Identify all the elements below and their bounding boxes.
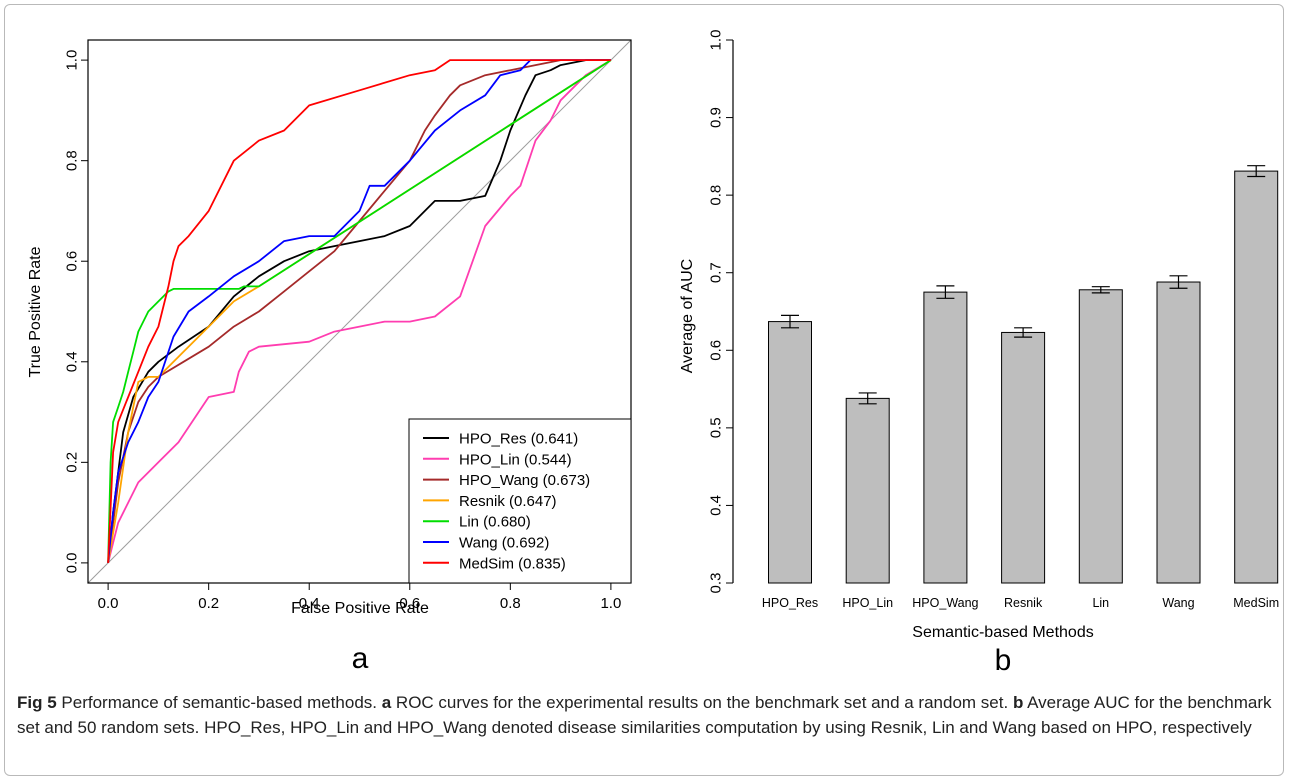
bar-x-tick-label: MedSim xyxy=(1233,596,1279,610)
bar-y-tick-label: 1.0 xyxy=(708,30,725,51)
roc-x-tick-label: 1.0 xyxy=(600,595,621,612)
roc-legend-label: HPO_Lin (0.544) xyxy=(459,451,572,468)
bar-hpo-res xyxy=(768,321,812,584)
roc-x-axis-label: False Positive Rate xyxy=(291,600,429,617)
roc-y-tick-label: 0.4 xyxy=(64,351,81,372)
bar-resnik xyxy=(1001,331,1046,584)
bar-y-tick-label: 0.9 xyxy=(708,107,725,128)
caption-label-a: a xyxy=(381,693,392,712)
roc-legend-label: Resnik (0.647) xyxy=(459,493,557,510)
bar-lin xyxy=(1078,289,1123,584)
roc-legend-label: HPO_Wang (0.673) xyxy=(459,472,590,489)
roc-legend-label: MedSim (0.835) xyxy=(459,555,566,572)
roc-curve-hpo-res xyxy=(107,59,611,563)
bar-y-axis-label: Average of AUC xyxy=(679,259,696,373)
panel-label-a: a xyxy=(352,642,369,675)
bar-hpo-wang xyxy=(923,291,968,584)
roc-y-tick-label: 0.2 xyxy=(64,452,81,473)
bar-x-tick-label: Lin xyxy=(1092,596,1109,610)
panel-label-b: b xyxy=(995,644,1012,677)
bar-medsim xyxy=(1234,170,1279,584)
bar-y-tick-label: 0.3 xyxy=(708,573,725,594)
bar-y-tick-label: 0.6 xyxy=(708,340,725,361)
caption-fig-label: Fig 5 xyxy=(17,693,57,712)
roc-legend: HPO_Res (0.641) HPO_Lin (0.544) HPO_Wang (… xyxy=(408,418,632,584)
figure-caption: Fig 5 Performance of semantic-based meth… xyxy=(17,690,1272,740)
roc-x-tick-label: 0.8 xyxy=(500,595,521,612)
caption-intro: Performance of semantic-based methods. xyxy=(56,693,382,712)
roc-diagonal-line xyxy=(88,40,631,583)
roc-y-axis-label: True Positive Rate xyxy=(27,246,44,377)
bar-x-tick-label: Wang xyxy=(1162,596,1194,610)
roc-plot-box xyxy=(87,39,632,584)
caption-text-a: ROC curves for the experimental results … xyxy=(391,693,1013,712)
roc-curve-medsim xyxy=(107,59,611,563)
auc-bar-panel: 0.3 0.4 0.5 0.6 0.7 0.8 0.9 1.0 HPO_Res HPO_Lin H… xyxy=(679,30,1279,677)
roc-curve-hpo-lin xyxy=(107,59,612,564)
bar-x-axis-label: Semantic-based Methods xyxy=(912,624,1093,641)
figure-frame xyxy=(4,4,1284,776)
roc-x-tick-label: 0.6 xyxy=(399,595,420,612)
roc-legend-label: Lin (0.680) xyxy=(459,514,531,531)
bar-x-tick-label: HPO_Wang xyxy=(912,596,978,610)
roc-y-tick-label: 0.0 xyxy=(64,552,81,573)
roc-y-tick-label: 0.8 xyxy=(64,150,81,171)
caption-text-b: Average AUC for the benchmark set and 50… xyxy=(17,693,1272,737)
roc-curve-resnik xyxy=(107,59,612,564)
roc-curve-hpo-wang xyxy=(107,59,611,564)
roc-legend-label: HPO_Res (0.641) xyxy=(459,431,578,448)
bar-y-tick-label: 0.7 xyxy=(708,262,725,283)
bar-hpo-lin xyxy=(845,397,890,584)
caption-label-b: b xyxy=(1012,693,1024,712)
bar-y-tick-label: 0.8 xyxy=(708,185,725,206)
roc-curve-lin xyxy=(107,59,612,563)
roc-legend-label: Wang (0.692) xyxy=(459,535,549,552)
bar-wang xyxy=(1156,281,1201,584)
roc-y-tick-label: 1.0 xyxy=(64,50,81,71)
bar-x-tick-label: HPO_Res xyxy=(762,596,818,610)
bar-x-tick-label: Resnik xyxy=(1004,596,1043,610)
figure-svg: 0.0 0.2 0.4 0.6 0.8 1.0 0.0 0.2 0.4 0.6 0.8 1.0 Fa… xyxy=(27,30,1279,677)
roc-x-tick-label: 0.0 xyxy=(98,595,119,612)
bar-y-tick-label: 0.4 xyxy=(708,495,725,516)
roc-x-tick-label: 0.4 xyxy=(299,595,320,612)
roc-curve-wang xyxy=(107,59,611,563)
bar-y-tick-label: 0.5 xyxy=(708,417,725,438)
bar-x-tick-label: HPO_Lin xyxy=(842,596,893,610)
roc-panel: 0.0 0.2 0.4 0.6 0.8 1.0 0.0 0.2 0.4 0.6 0.8 1.0 Fa… xyxy=(27,39,632,675)
roc-y-tick-label: 0.6 xyxy=(64,251,81,272)
roc-x-tick-label: 0.2 xyxy=(198,595,219,612)
